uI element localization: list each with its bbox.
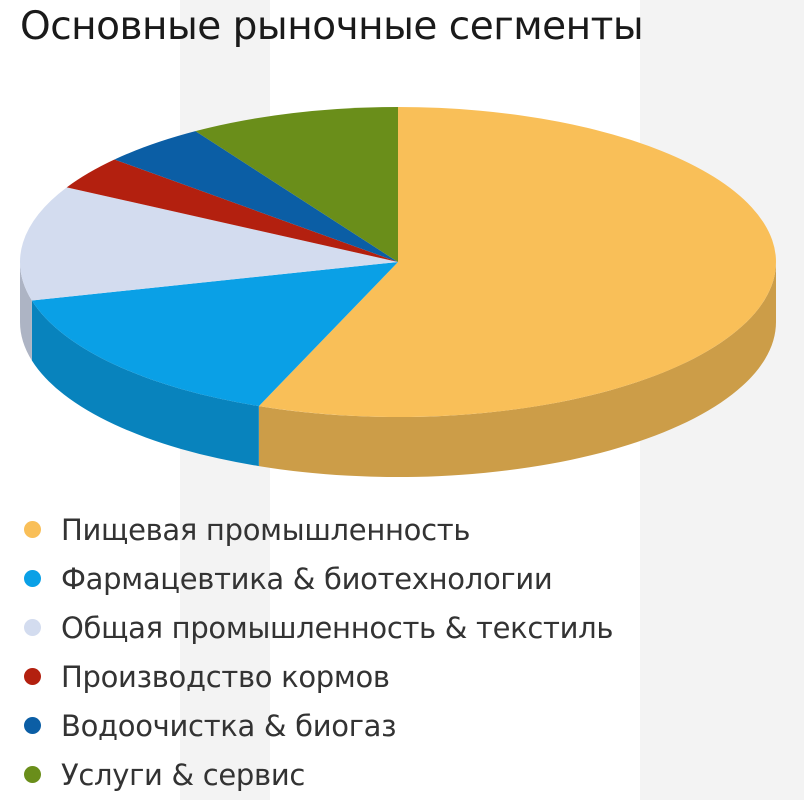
legend-label: Производство кормов — [61, 659, 390, 694]
legend-marker — [24, 570, 41, 587]
pie-side-0 — [258, 262, 777, 477]
legend-item: Услуги & сервис — [24, 750, 613, 799]
legend-marker — [24, 717, 41, 734]
pie-side-2 — [20, 262, 32, 361]
slice-5 — [195, 107, 398, 262]
legend-marker — [24, 668, 41, 685]
chart-title: Основные рыночные сегменты — [20, 4, 644, 49]
legend-item: Пищевая промышленность — [24, 505, 613, 554]
legend-item: Фармацевтика & биотехнологии — [24, 554, 613, 603]
legend-label: Фармацевтика & биотехнологии — [61, 561, 553, 596]
legend-label: Общая промышленность & текстиль — [61, 610, 614, 645]
legend-item: Производство кормов — [24, 652, 613, 701]
legend: Пищевая промышленность Фармацевтика & био… — [24, 505, 613, 799]
slice-4 — [114, 131, 399, 262]
pie-chart — [20, 107, 777, 477]
legend-marker — [24, 766, 41, 783]
legend-label: Услуги & сервис — [61, 757, 306, 792]
legend-label: Пищевая промышленность — [61, 512, 471, 547]
pie-side-1 — [31, 300, 259, 467]
slice-2 — [20, 187, 399, 301]
slice-1 — [31, 262, 399, 407]
legend-marker — [24, 521, 41, 538]
legend-item: Общая промышленность & текстиль — [24, 603, 613, 652]
legend-item: Водоочистка & биогаз — [24, 701, 613, 750]
legend-label: Водоочистка & биогаз — [61, 708, 397, 743]
slice-3 — [66, 159, 398, 262]
slice-0 — [258, 107, 777, 417]
legend-marker — [24, 619, 41, 636]
